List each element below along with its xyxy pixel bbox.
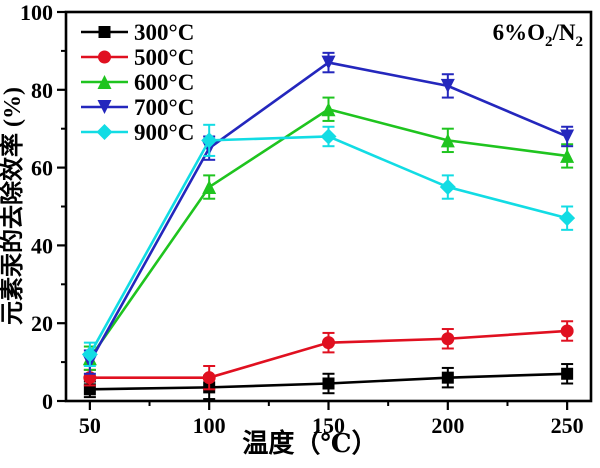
gas-condition-annotation: 6%O2/N2 [493,20,583,50]
plot-frame [64,10,593,403]
legend-item: 300°C [81,20,194,45]
legend-item: 700°C [81,95,194,120]
legend-marker [98,26,111,38]
data-point [560,324,574,338]
data-point [202,371,216,385]
axis-ticks: 50 100 150 200 250 0 20 40 60 80 100 [20,0,584,438]
data-point [320,128,337,145]
data-point [440,78,455,93]
legend-label: 600°C [134,70,194,95]
legend-label: 700°C [134,95,194,120]
data-point [439,179,456,196]
legend-item: 900°C [81,120,194,145]
data-point [441,371,454,384]
data-series [81,51,576,401]
x-tick-label: 100 [193,413,226,438]
annotation-text: 6%O2/N2 [493,20,583,50]
data-point [561,367,574,380]
data-point [201,132,218,149]
legend-marker [97,100,112,114]
legend-label: 500°C [134,45,194,70]
y-tick-label: 80 [31,78,53,103]
y-tick-label: 100 [20,0,53,25]
series-900c [81,123,576,367]
legend-label: 300°C [134,20,194,45]
legend-marker [97,75,112,89]
x-tick-label: 200 [431,413,464,438]
data-point [321,55,336,70]
y-tick-label: 40 [31,233,53,258]
legend-label: 900°C [134,120,194,145]
data-point [322,336,335,350]
legend-item: 600°C [81,70,194,95]
y-tick-label: 60 [31,156,53,181]
data-point [322,377,335,390]
data-point [202,180,217,195]
legend-marker [96,124,113,140]
x-tick-label: 150 [312,413,345,438]
data-point [81,346,98,363]
y-tick-label: 0 [42,389,53,414]
data-point [440,133,455,148]
data-point [559,210,576,227]
x-tick-label: 50 [79,413,101,438]
data-point [321,102,336,117]
legend-item: 500°C [81,45,194,70]
x-tick-label: 250 [551,413,584,438]
x-axis-label: 温度（℃） [242,428,377,458]
data-point [441,332,455,346]
legend-marker [98,50,111,64]
y-tick-label: 20 [31,311,53,336]
series-300c [83,363,574,401]
data-point [560,129,575,144]
data-point [560,148,575,163]
series-line [88,135,568,355]
y-axis-label: 元素汞的去除效率 (%) [0,87,26,325]
